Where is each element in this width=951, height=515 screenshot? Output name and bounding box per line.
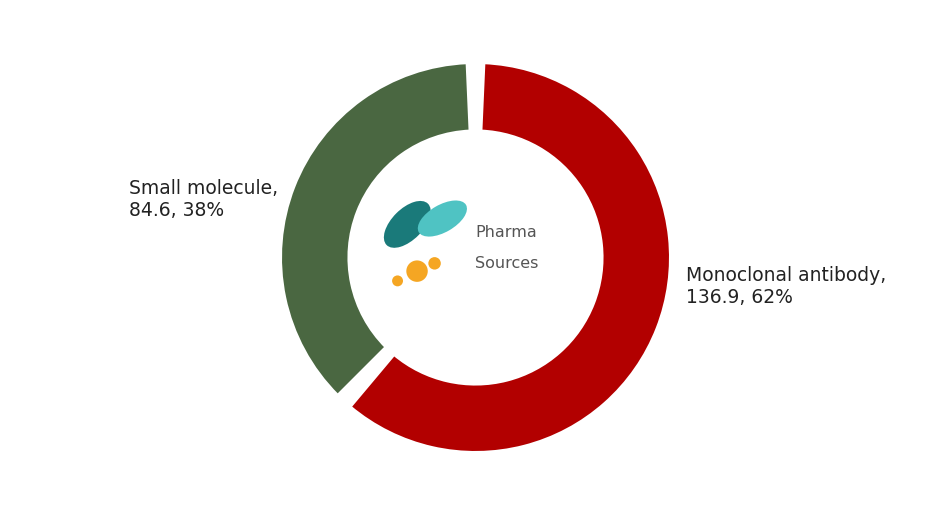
Ellipse shape (384, 201, 431, 248)
Text: Sources: Sources (476, 256, 539, 271)
Wedge shape (281, 63, 470, 396)
Circle shape (428, 257, 441, 269)
Circle shape (392, 276, 403, 286)
Wedge shape (350, 63, 670, 452)
Text: Pharma: Pharma (476, 225, 537, 239)
Text: Monoclonal antibody,
136.9, 62%: Monoclonal antibody, 136.9, 62% (686, 266, 886, 307)
Text: Small molecule,
84.6, 38%: Small molecule, 84.6, 38% (128, 179, 278, 219)
Ellipse shape (417, 200, 467, 236)
Circle shape (406, 261, 428, 282)
